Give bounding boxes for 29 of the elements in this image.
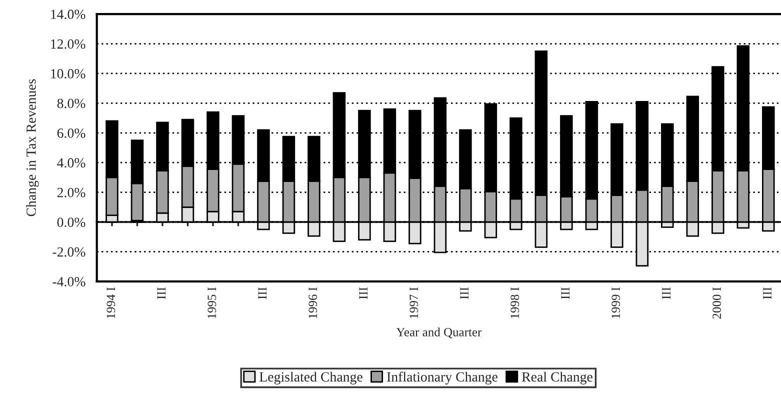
x-tick-label: III xyxy=(460,287,468,299)
y-tick-label: 4.0% xyxy=(57,158,86,168)
y-tick-label: 2.0% xyxy=(57,188,86,198)
x-tick-label: 1997 I xyxy=(410,287,418,318)
legend-label: Real Change xyxy=(522,372,592,384)
y-tick-label: -2.0% xyxy=(52,247,86,257)
y-tick-label: 8.0% xyxy=(57,98,86,108)
x-tick-label: III xyxy=(258,287,266,299)
x-tick-label: 1998 I xyxy=(510,287,520,318)
y-tick-label: 14.0% xyxy=(51,10,86,20)
x-tick-label: 1996 I xyxy=(308,287,318,318)
y-tick-label: 12.0% xyxy=(51,39,86,49)
x-tick-label: 1994 I xyxy=(106,287,116,318)
x-tick-label: 1995 I xyxy=(208,287,216,318)
y-tick-label: 0.0% xyxy=(57,218,86,228)
x-tick-label: III xyxy=(157,287,166,299)
y-tick-label: 10.0% xyxy=(51,69,86,78)
x-tick-label: III xyxy=(561,287,570,299)
y-tick-label: 6.0% xyxy=(57,128,86,138)
x-axis-title: Year and Quarter xyxy=(396,328,482,338)
legend-label: Inflationary Change xyxy=(387,372,498,384)
x-tick-label: III xyxy=(662,287,670,299)
x-tick-label: 1999 I xyxy=(612,287,620,318)
x-tick-label: 2000 I xyxy=(712,287,722,319)
y-axis-title: Change in Tax Revenues xyxy=(26,79,39,216)
x-tick-label: III xyxy=(359,287,368,299)
x-tick-label: III xyxy=(763,287,772,299)
legend-label: Legislated Change xyxy=(260,372,362,384)
y-tick-label: -4.0% xyxy=(52,276,86,286)
